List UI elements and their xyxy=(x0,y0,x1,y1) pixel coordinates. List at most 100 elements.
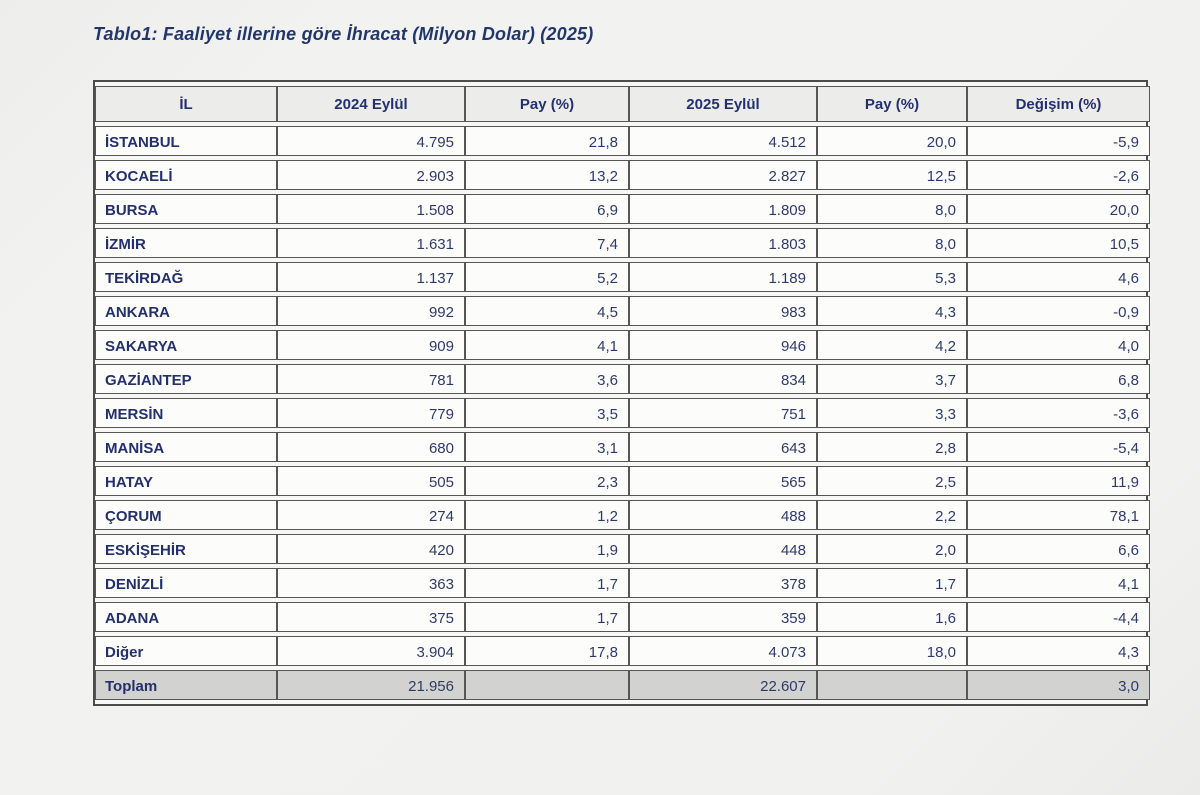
table-row: Diğer 3.904 17,8 4.073 18,0 4,3 xyxy=(95,636,1150,666)
value-cell: 420 xyxy=(277,534,465,564)
value-cell: 274 xyxy=(277,500,465,530)
value-cell: 8,0 xyxy=(817,194,967,224)
table-row: KOCAELİ 2.903 13,2 2.827 12,5 -2,6 xyxy=(95,160,1150,190)
value-cell: 8,0 xyxy=(817,228,967,258)
value-cell: 488 xyxy=(629,500,817,530)
table-row: İSTANBUL 4.795 21,8 4.512 20,0 -5,9 xyxy=(95,126,1150,156)
value-cell: 1.137 xyxy=(277,262,465,292)
value-cell: 1,7 xyxy=(817,568,967,598)
table-row: GAZİANTEP 781 3,6 834 3,7 6,8 xyxy=(95,364,1150,394)
province-cell: ÇORUM xyxy=(95,500,277,530)
value-cell: 2,2 xyxy=(817,500,967,530)
value-cell: 1,6 xyxy=(817,602,967,632)
table-row: HATAY 505 2,3 565 2,5 11,9 xyxy=(95,466,1150,496)
value-cell: 1.189 xyxy=(629,262,817,292)
export-table-frame: İL 2024 Eylül Pay (%) 2025 Eylül Pay (%) Deği… xyxy=(93,80,1150,706)
value-cell: 565 xyxy=(629,466,817,496)
table-row: İZMİR 1.631 7,4 1.803 8,0 10,5 xyxy=(95,228,1150,258)
table-row: SAKARYA 909 4,1 946 4,2 4,0 xyxy=(95,330,1150,360)
column-header-4: Pay (%) xyxy=(817,86,967,122)
value-cell: 2,8 xyxy=(817,432,967,462)
value-cell: -3,6 xyxy=(967,398,1150,428)
value-cell: 13,2 xyxy=(465,160,629,190)
value-cell: -5,4 xyxy=(967,432,1150,462)
value-cell: 5,3 xyxy=(817,262,967,292)
province-cell: MERSİN xyxy=(95,398,277,428)
table-body: İSTANBUL 4.795 21,8 4.512 20,0 -5,9 KOCAELİ 2.9… xyxy=(95,126,1150,700)
column-header-3: 2025 Eylül xyxy=(629,86,817,122)
table-row: DENİZLİ 363 1,7 378 1,7 4,1 xyxy=(95,568,1150,598)
value-cell: 20,0 xyxy=(967,194,1150,224)
table-row: TEKİRDAĞ 1.137 5,2 1.189 5,3 4,6 xyxy=(95,262,1150,292)
value-cell: 983 xyxy=(629,296,817,326)
column-header-2: Pay (%) xyxy=(465,86,629,122)
value-cell: 3.904 xyxy=(277,636,465,666)
table-row: ÇORUM 274 1,2 488 2,2 78,1 xyxy=(95,500,1150,530)
value-cell: 4,1 xyxy=(465,330,629,360)
value-cell: 3,6 xyxy=(465,364,629,394)
value-cell: 2.827 xyxy=(629,160,817,190)
value-cell: 1.508 xyxy=(277,194,465,224)
table-row: MERSİN 779 3,5 751 3,3 -3,6 xyxy=(95,398,1150,428)
province-cell: GAZİANTEP xyxy=(95,364,277,394)
value-cell: 4,3 xyxy=(817,296,967,326)
value-cell: 4,6 xyxy=(967,262,1150,292)
value-cell: 2,5 xyxy=(817,466,967,496)
province-cell: KOCAELİ xyxy=(95,160,277,190)
value-cell: 378 xyxy=(629,568,817,598)
value-cell: 3,5 xyxy=(465,398,629,428)
province-cell: Toplam xyxy=(95,670,277,700)
export-table: İL 2024 Eylül Pay (%) 2025 Eylül Pay (%) Deği… xyxy=(95,82,1150,704)
province-cell: İZMİR xyxy=(95,228,277,258)
value-cell: 78,1 xyxy=(967,500,1150,530)
column-header-5: Değişim (%) xyxy=(967,86,1150,122)
table-header: İL 2024 Eylül Pay (%) 2025 Eylül Pay (%) Deği… xyxy=(95,86,1150,122)
province-cell: MANİSA xyxy=(95,432,277,462)
value-cell: 4,2 xyxy=(817,330,967,360)
value-cell: 21,8 xyxy=(465,126,629,156)
value-cell: 6,6 xyxy=(967,534,1150,564)
value-cell: -0,9 xyxy=(967,296,1150,326)
value-cell: 3,7 xyxy=(817,364,967,394)
value-cell: 17,8 xyxy=(465,636,629,666)
table-row: MANİSA 680 3,1 643 2,8 -5,4 xyxy=(95,432,1150,462)
value-cell: 2,3 xyxy=(465,466,629,496)
value-cell: 834 xyxy=(629,364,817,394)
value-cell: 10,5 xyxy=(967,228,1150,258)
value-cell: 505 xyxy=(277,466,465,496)
header-row: İL 2024 Eylül Pay (%) 2025 Eylül Pay (%) Deği… xyxy=(95,86,1150,122)
table-row: ANKARA 992 4,5 983 4,3 -0,9 xyxy=(95,296,1150,326)
province-cell: ANKARA xyxy=(95,296,277,326)
value-cell: 11,9 xyxy=(967,466,1150,496)
value-cell: 909 xyxy=(277,330,465,360)
value-cell: 5,2 xyxy=(465,262,629,292)
value-cell: 643 xyxy=(629,432,817,462)
value-cell: 779 xyxy=(277,398,465,428)
column-header-0: İL xyxy=(95,86,277,122)
province-cell: HATAY xyxy=(95,466,277,496)
value-cell: 2,0 xyxy=(817,534,967,564)
table-row: BURSA 1.508 6,9 1.809 8,0 20,0 xyxy=(95,194,1150,224)
value-cell: 1,2 xyxy=(465,500,629,530)
value-cell: 1,7 xyxy=(465,602,629,632)
value-cell: 20,0 xyxy=(817,126,967,156)
total-row: Toplam 21.956 22.607 3,0 xyxy=(95,670,1150,700)
value-cell: 751 xyxy=(629,398,817,428)
value-cell: -4,4 xyxy=(967,602,1150,632)
value-cell: 4,1 xyxy=(967,568,1150,598)
value-cell: 12,5 xyxy=(817,160,967,190)
value-cell: 1.809 xyxy=(629,194,817,224)
value-cell: 4,0 xyxy=(967,330,1150,360)
province-cell: DENİZLİ xyxy=(95,568,277,598)
province-cell: ADANA xyxy=(95,602,277,632)
value-cell: 992 xyxy=(277,296,465,326)
value-cell: 3,3 xyxy=(817,398,967,428)
value-cell: 4.073 xyxy=(629,636,817,666)
value-cell: 3,1 xyxy=(465,432,629,462)
value-cell: 18,0 xyxy=(817,636,967,666)
province-cell: TEKİRDAĞ xyxy=(95,262,277,292)
column-header-1: 2024 Eylül xyxy=(277,86,465,122)
value-cell: 6,9 xyxy=(465,194,629,224)
value-cell: 4.512 xyxy=(629,126,817,156)
